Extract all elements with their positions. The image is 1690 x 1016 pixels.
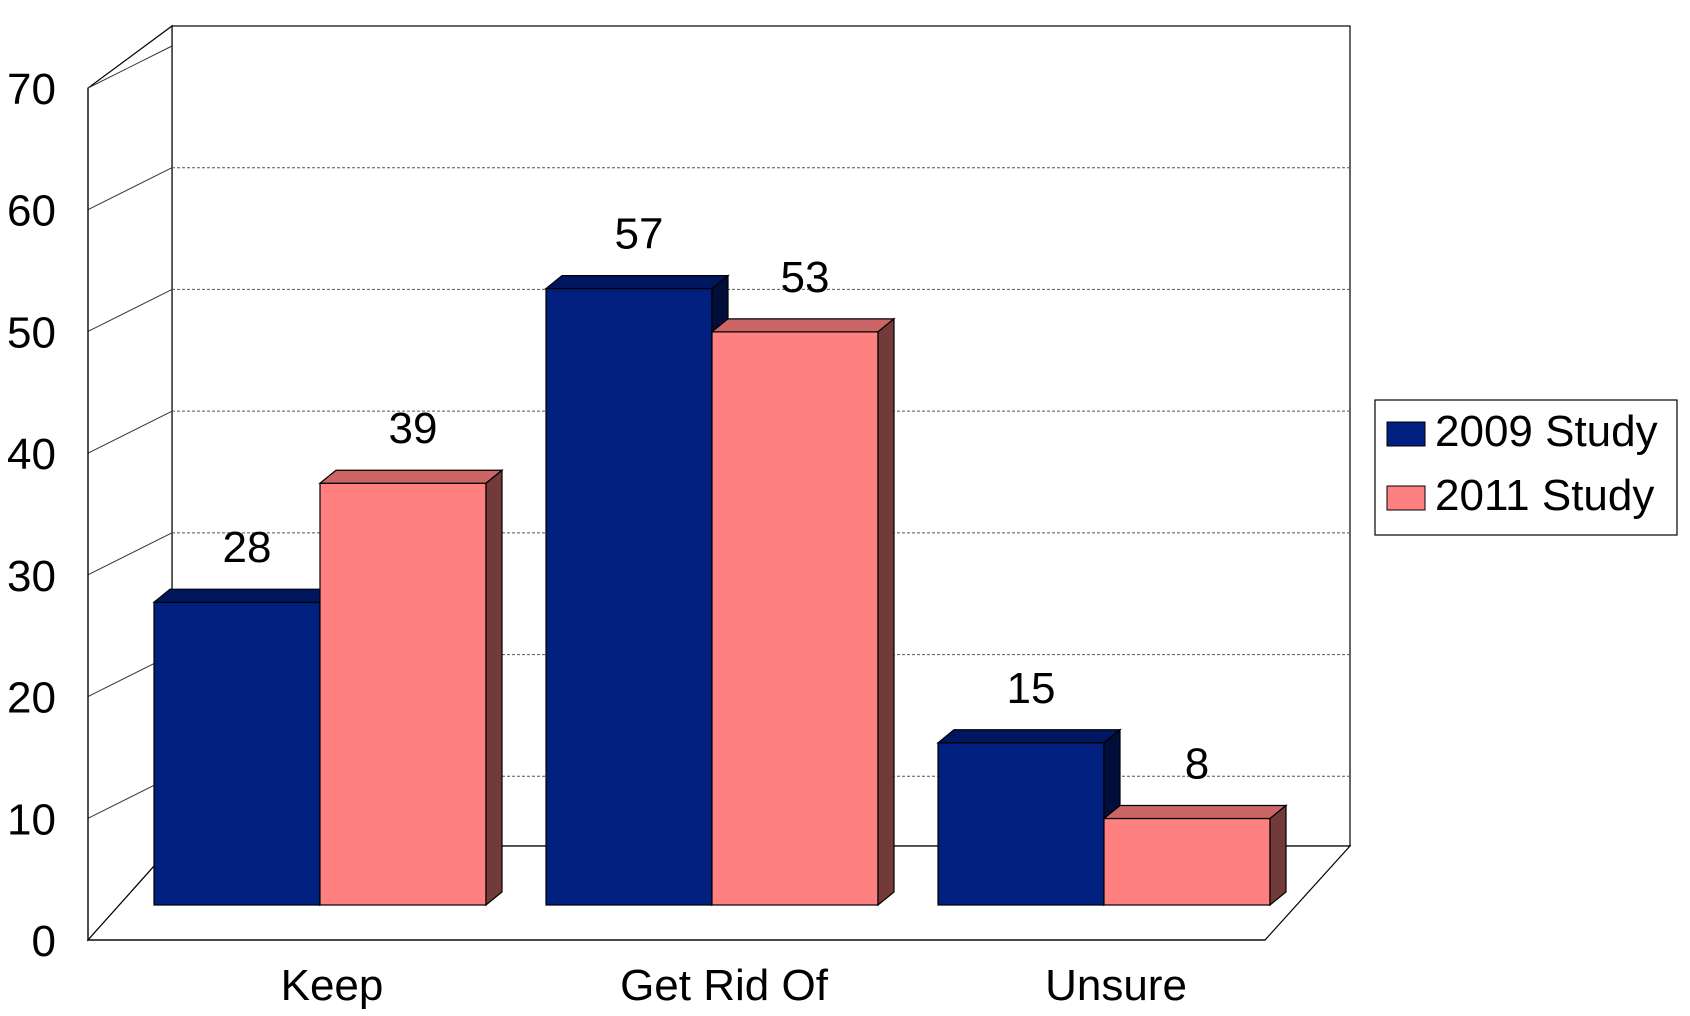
bar-side — [1269, 804, 1287, 907]
data-label: 8 — [1185, 739, 1209, 788]
gridline-side — [87, 532, 173, 576]
category-labels: Keep Get Rid Of Unsure — [281, 961, 1187, 1010]
bars — [152, 274, 1288, 907]
gridline-side — [87, 167, 173, 211]
category-label: Keep — [281, 961, 384, 1010]
legend-swatch — [1386, 485, 1426, 511]
bar-top — [710, 318, 896, 333]
y-tick-label: 10 — [7, 795, 56, 844]
y-tick-labels: 0 10 20 30 40 50 60 70 — [7, 65, 56, 966]
data-label: 53 — [781, 253, 830, 302]
bar-top — [1102, 804, 1288, 820]
bar — [1103, 817, 1271, 906]
y-tick-label: 30 — [7, 552, 56, 601]
bar-top — [936, 729, 1122, 744]
bar-top — [318, 469, 504, 484]
gridline-side — [87, 410, 173, 454]
legend-label: 2011 Study — [1435, 471, 1654, 520]
y-tick-label: 0 — [32, 917, 56, 966]
y-tick-label: 20 — [7, 674, 56, 723]
legend: 2009 Study 2011 Study — [1374, 399, 1678, 536]
axes — [87, 88, 1265, 941]
data-label: 57 — [615, 210, 664, 259]
bar-top — [152, 588, 338, 603]
y-tick-label: 40 — [7, 430, 56, 479]
bar — [711, 331, 879, 906]
bar — [545, 287, 713, 906]
bar — [937, 742, 1105, 906]
bar-top — [544, 274, 730, 290]
category-label: Unsure — [1045, 961, 1187, 1010]
category-label: Get Rid Of — [620, 961, 829, 1010]
gridline-side — [87, 288, 173, 332]
data-label: 39 — [389, 404, 438, 453]
legend-label: 2009 Study — [1435, 407, 1658, 456]
data-label: 15 — [1007, 664, 1056, 713]
bar — [153, 601, 321, 906]
data-label: 28 — [223, 523, 272, 572]
y-tick-label: 50 — [7, 308, 56, 357]
bar-side — [877, 317, 895, 907]
data-labels: 28 39 57 53 15 8 — [223, 210, 1210, 789]
bar-side — [485, 468, 503, 907]
y-tick-label: 70 — [7, 65, 56, 114]
gridline-side — [87, 45, 173, 89]
bar — [319, 482, 487, 906]
y-tick-label: 60 — [7, 187, 56, 236]
legend-swatch — [1386, 421, 1426, 447]
